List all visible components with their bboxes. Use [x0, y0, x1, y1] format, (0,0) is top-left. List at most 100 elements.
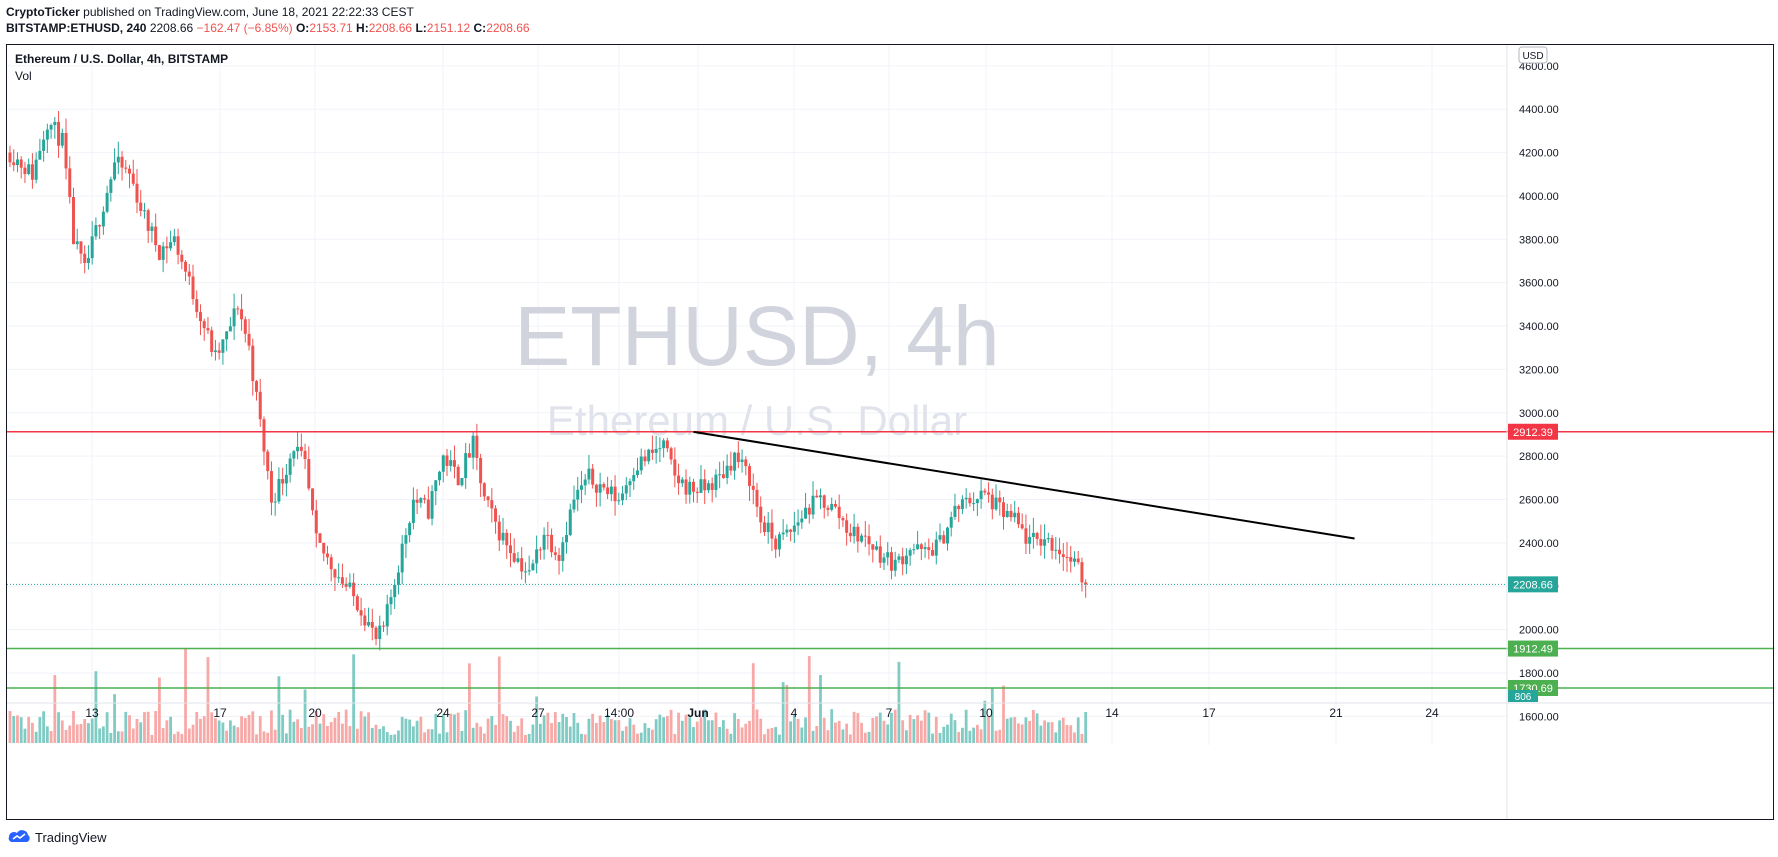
candle — [665, 437, 669, 453]
candle — [662, 438, 666, 458]
footer-brand[interactable]: TradingView — [35, 830, 107, 845]
candle-body — [531, 563, 535, 571]
volume-bar — [240, 716, 243, 743]
candle — [434, 480, 438, 506]
volume-bar — [299, 727, 303, 743]
close-value: 2208.66 — [486, 21, 530, 35]
candle — [912, 543, 916, 555]
volume-bar — [501, 714, 505, 743]
candle-body — [774, 538, 778, 550]
candle-body — [718, 474, 722, 476]
volume-bar — [490, 716, 494, 743]
volume-bar — [135, 718, 139, 743]
candle-body — [232, 308, 236, 327]
volume-bar — [165, 720, 169, 743]
candle — [736, 441, 740, 469]
candle-body — [643, 456, 647, 462]
candle-body — [699, 479, 703, 493]
currency-badge[interactable] — [1518, 46, 1548, 64]
volume-bar — [852, 711, 856, 743]
candle — [516, 551, 520, 564]
volume-bar — [863, 732, 867, 743]
volume-bar — [987, 716, 990, 743]
volume-bar — [464, 710, 468, 743]
chart-frame[interactable]: ETHUSD, 4h Ethereum / U.S. Dollar 1600.00 1… — [6, 44, 1774, 820]
volume-bar — [359, 711, 363, 743]
volume-bar — [804, 717, 807, 743]
candle — [236, 305, 240, 315]
candle — [45, 123, 49, 154]
watermark-symbol: ETHUSD, 4h — [514, 289, 999, 383]
volume-bar — [1013, 717, 1017, 743]
candle — [1024, 514, 1028, 554]
volume-bar — [1039, 725, 1043, 743]
volume-bar — [195, 711, 199, 743]
volume-bar — [654, 719, 658, 743]
volume-bar — [897, 661, 901, 743]
candle — [172, 228, 176, 246]
candle-body — [105, 192, 109, 212]
low-value: 2151.12 — [426, 21, 471, 35]
candle-body — [1031, 532, 1035, 537]
volume-bar — [120, 731, 124, 743]
last-price: 2208.66 — [149, 21, 194, 35]
candle — [759, 496, 763, 534]
candle — [527, 555, 531, 576]
candle — [1084, 579, 1088, 598]
candle-body — [770, 522, 774, 539]
candle — [60, 128, 64, 149]
candle-body — [841, 518, 845, 521]
candle-body — [359, 610, 363, 616]
candle — [255, 380, 259, 401]
candle — [748, 463, 752, 501]
volume-bar — [64, 729, 68, 743]
publisher-name[interactable]: CryptoTicker — [6, 5, 80, 19]
candle-body — [508, 545, 512, 554]
candle-body — [748, 466, 752, 486]
time-tick-label: 20 — [308, 706, 322, 720]
candle-body — [157, 245, 161, 260]
candle — [79, 241, 83, 264]
candle-body — [1020, 524, 1024, 529]
tradingview-logo-icon[interactable] — [8, 829, 30, 846]
candle — [875, 541, 879, 551]
ohlc-line: BITSTAMP:ETHUSD, 240 2208.66 −162.47 (−6… — [6, 20, 530, 36]
candle — [363, 607, 367, 632]
volume-bar — [520, 718, 524, 743]
volume-bar — [438, 733, 441, 743]
candle-body — [120, 156, 124, 168]
volume-bar — [796, 718, 800, 743]
volume-bar — [856, 713, 860, 743]
volume-bar — [998, 729, 1002, 743]
volume-bar — [348, 726, 352, 743]
volume-bar — [819, 675, 822, 743]
candle-body — [396, 572, 400, 585]
grid-lines — [7, 45, 1507, 745]
candle — [804, 492, 808, 520]
candle — [311, 488, 315, 516]
volume-bar — [890, 712, 893, 743]
candle — [860, 533, 864, 544]
candle — [1039, 524, 1043, 556]
volume-bar — [714, 712, 718, 743]
candle-body — [613, 486, 617, 502]
volume-bar — [337, 712, 341, 743]
volume-bar — [497, 656, 501, 743]
volume-bar — [441, 714, 445, 743]
price-chart[interactable]: ETHUSD, 4h Ethereum / U.S. Dollar 1600.00 1… — [7, 45, 1773, 819]
candle — [856, 523, 860, 553]
candle-body — [830, 503, 834, 510]
volume-indicator-label[interactable]: Vol — [15, 69, 32, 83]
volume-bar — [527, 733, 531, 743]
candle-body — [430, 491, 434, 519]
candle — [979, 479, 983, 509]
candle — [370, 608, 374, 641]
legend-title[interactable]: Ethereum / U.S. Dollar, 4h, BITSTAMP — [15, 52, 229, 66]
volume-bar — [1065, 724, 1069, 743]
candle — [486, 495, 490, 508]
candle-body — [546, 534, 550, 536]
candle-body — [677, 475, 681, 484]
volume-bar — [430, 729, 434, 743]
volume-bar — [411, 726, 415, 743]
candle — [404, 528, 408, 559]
